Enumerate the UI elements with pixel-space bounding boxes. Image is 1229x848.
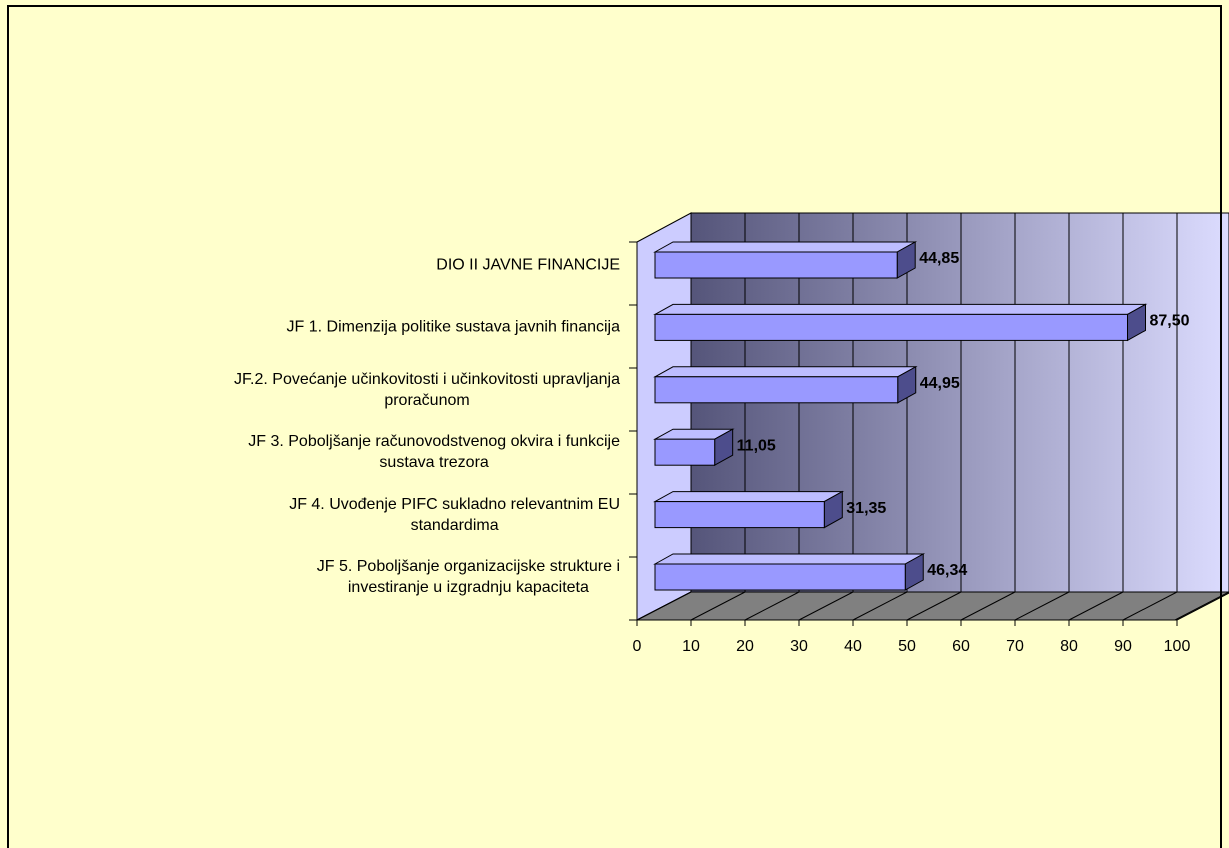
bar [654,251,898,279]
bar-top [653,303,1148,315]
bar [654,313,1128,341]
x-tick-label: 30 [790,638,808,655]
x-tick-label: 80 [1060,638,1078,655]
category-label: JF 3. Poboljšanje računovodstvenog okvir… [0,431,620,473]
x-tick-label: 100 [1164,638,1191,655]
category-text: JF 1. Dimenzija politike sustava javnih … [286,318,620,336]
bar [654,563,906,591]
category-text: JF 3. Poboljšanje računovodstvenog okvir… [248,433,620,472]
value-label: 31,35 [846,500,886,517]
value-label: 87,50 [1150,313,1190,330]
category-label: DIO II JAVNE FINANCIJE [0,255,620,276]
value-label: 44,95 [920,375,960,392]
category-label: JF 5. Poboljšanje organizacijske struktu… [0,556,620,598]
x-tick-label: 60 [952,638,970,655]
x-tick-label: 50 [898,638,916,655]
bar [654,376,899,404]
category-label: JF 1. Dimenzija politike sustava javnih … [0,317,620,338]
value-label: 46,34 [927,562,967,579]
category-label: JF 4. Uvođenje PIFC sukladno relevantnim… [0,494,620,536]
bar [654,501,825,529]
category-text: DIO II JAVNE FINANCIJE [436,256,620,274]
bar-top [653,366,918,378]
category-text: JF.2. Povećanje učinkovitosti i učinkovi… [234,370,620,409]
value-label: 11,05 [737,437,776,454]
x-tick-label: 0 [633,638,642,655]
x-tick-label: 90 [1114,638,1132,655]
x-tick-label: 40 [844,638,862,655]
value-label: 44,85 [919,250,959,267]
bar-top [653,491,845,503]
category-label: JF.2. Povećanje učinkovitosti i učinkovi… [0,369,620,411]
category-text: JF 5. Poboljšanje organizacijske struktu… [316,558,620,596]
x-tick-label: 10 [682,638,700,655]
bar-top [653,241,918,253]
bar [654,438,716,466]
category-text: JF 4. Uvođenje PIFC sukladno relevantnim… [289,495,620,534]
x-tick-label: 20 [736,638,754,655]
bar-top [653,553,926,565]
x-tick-label: 70 [1006,638,1024,655]
